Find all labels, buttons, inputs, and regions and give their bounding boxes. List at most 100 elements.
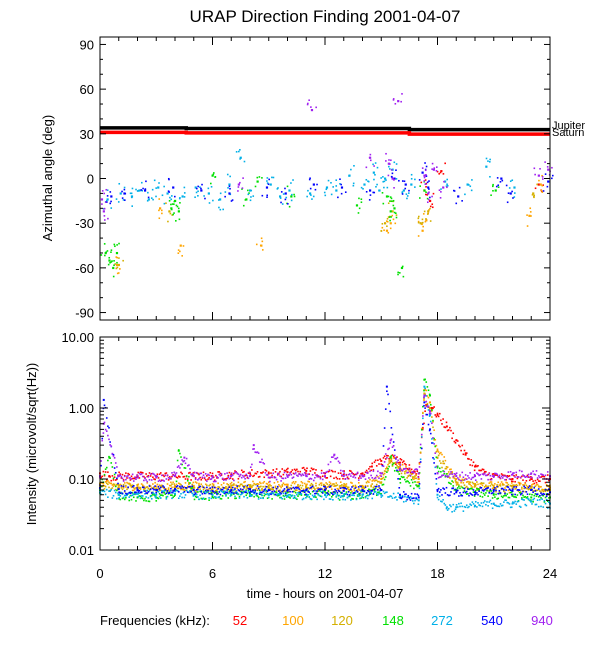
intensity-point-940khz bbox=[366, 472, 369, 474]
azimuth-point-540khz bbox=[314, 188, 317, 191]
intensity-point-120khz bbox=[105, 482, 108, 485]
intensity-point-940khz bbox=[352, 476, 354, 478]
intensity-point-120khz bbox=[161, 486, 163, 488]
intensity-point-272khz bbox=[228, 492, 231, 494]
intensity-point-148khz bbox=[543, 501, 546, 503]
intensity-point-100khz bbox=[293, 482, 296, 485]
intensity-point-540khz bbox=[220, 488, 223, 491]
intensity-point-100khz bbox=[108, 481, 110, 484]
intensity-point-120khz bbox=[121, 488, 124, 491]
intensity-point-120khz bbox=[387, 469, 389, 472]
intensity-point-940khz bbox=[323, 472, 325, 474]
intensity-point-52khz bbox=[319, 476, 322, 478]
intensity-point-272khz bbox=[428, 415, 431, 417]
intensity-point-272khz bbox=[298, 491, 300, 494]
x-tick-label: 24 bbox=[543, 566, 557, 581]
intensity-point-120khz bbox=[345, 485, 348, 487]
azimuth-point-272khz bbox=[207, 187, 210, 190]
intensity-point-540khz bbox=[255, 492, 258, 495]
azimuth-point-100khz bbox=[541, 174, 543, 177]
intensity-point-120khz bbox=[146, 486, 149, 488]
intensity-point-540khz bbox=[444, 492, 447, 494]
intensity-point-540khz bbox=[213, 486, 216, 489]
intensity-point-148khz bbox=[474, 489, 477, 492]
intensity-point-148khz bbox=[114, 485, 117, 488]
intensity-point-100khz bbox=[167, 487, 170, 489]
intensity-point-272khz bbox=[105, 488, 108, 491]
intensity-point-940khz bbox=[297, 475, 299, 477]
intensity-point-540khz bbox=[138, 490, 141, 492]
azimuth-point-100khz bbox=[260, 237, 263, 240]
azimuth-point-148khz bbox=[214, 176, 216, 178]
intensity-point-540khz bbox=[291, 490, 294, 493]
intensity-point-120khz bbox=[117, 483, 119, 486]
intensity-point-540khz bbox=[434, 472, 437, 475]
azimuth-point-272khz bbox=[199, 186, 201, 188]
intensity-point-100khz bbox=[145, 486, 147, 489]
intensity-point-540khz bbox=[496, 485, 498, 488]
azimuth-point-272khz bbox=[330, 181, 332, 184]
azimuth-point-52khz bbox=[425, 186, 427, 188]
intensity-point-940khz bbox=[249, 466, 252, 469]
intensity-point-940khz bbox=[383, 461, 386, 463]
intensity-point-940khz bbox=[293, 473, 296, 475]
intensity-point-940khz bbox=[374, 477, 377, 479]
intensity-point-52khz bbox=[261, 472, 263, 474]
intensity-point-272khz bbox=[101, 490, 104, 492]
intensity-point-100khz bbox=[271, 486, 273, 489]
intensity-point-540khz bbox=[543, 493, 546, 496]
intensity-point-272khz bbox=[505, 499, 507, 502]
azimuth-point-272khz bbox=[271, 176, 273, 179]
intensity-sample-100khz bbox=[455, 478, 458, 480]
intensity-point-148khz bbox=[219, 497, 222, 500]
intensity-point-52khz bbox=[532, 480, 534, 482]
intensity-point-100khz bbox=[143, 485, 145, 488]
intensity-point-540khz bbox=[292, 486, 295, 489]
azimuth-point-100khz bbox=[181, 255, 183, 257]
azimuth-point-540khz bbox=[197, 185, 199, 188]
intensity-sample-272khz bbox=[474, 504, 476, 507]
azimuth-point-540khz bbox=[401, 193, 404, 195]
intensity-point-52khz bbox=[404, 462, 406, 465]
intensity-point-272khz bbox=[543, 499, 546, 502]
intensity-point-120khz bbox=[243, 487, 245, 489]
azimuth-point-148khz bbox=[293, 195, 296, 198]
intensity-sample-940khz bbox=[389, 439, 392, 442]
intensity-sample-272khz bbox=[117, 493, 120, 496]
intensity-point-272khz bbox=[291, 494, 294, 497]
azimuth-point-940khz bbox=[391, 177, 394, 180]
intensity-point-540khz bbox=[258, 493, 261, 495]
intensity-sample-100khz bbox=[380, 478, 383, 480]
intensity-point-148khz bbox=[431, 409, 433, 411]
intensity-point-940khz bbox=[335, 457, 338, 460]
intensity-point-940khz bbox=[245, 473, 248, 476]
intensity-point-148khz bbox=[344, 493, 347, 495]
azimuth-point-940khz bbox=[392, 99, 395, 101]
intensity-point-52khz bbox=[243, 470, 245, 473]
intensity-point-120khz bbox=[384, 470, 387, 473]
intensity-point-540khz bbox=[198, 486, 200, 489]
intensity-point-120khz bbox=[225, 485, 227, 488]
intensity-point-120khz bbox=[258, 486, 261, 488]
intensity-point-148khz bbox=[186, 479, 189, 482]
intensity-point-52khz bbox=[165, 472, 168, 474]
intensity-point-148khz bbox=[401, 476, 404, 479]
azimuth-point-272khz bbox=[117, 201, 120, 203]
intensity-point-148khz bbox=[512, 493, 514, 496]
intensity-point-540khz bbox=[171, 491, 173, 494]
intensity-data-layer bbox=[99, 378, 551, 513]
intensity-sample-940khz bbox=[192, 475, 195, 478]
azimuth-point-52khz bbox=[425, 193, 427, 196]
azimuth-point-272khz bbox=[325, 186, 329, 189]
intensity-point-540khz bbox=[469, 492, 471, 495]
intensity-point-100khz bbox=[282, 482, 285, 485]
intensity-point-100khz bbox=[531, 483, 533, 486]
intensity-point-540khz bbox=[122, 485, 125, 488]
intensity-point-120khz bbox=[532, 490, 534, 492]
intensity-point-540khz bbox=[545, 495, 548, 498]
intensity-point-148khz bbox=[383, 478, 386, 481]
intensity-point-940khz bbox=[273, 476, 276, 478]
intensity-point-120khz bbox=[329, 486, 332, 488]
intensity-point-52khz bbox=[150, 472, 153, 475]
azimuth-point-100khz bbox=[540, 189, 543, 192]
